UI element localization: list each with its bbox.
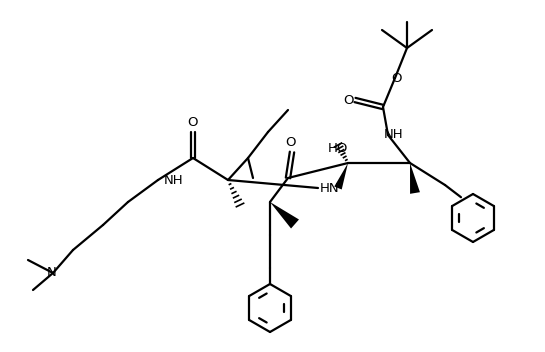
Text: N: N — [47, 266, 57, 279]
Text: O: O — [286, 136, 296, 149]
Polygon shape — [410, 163, 420, 194]
Text: NH: NH — [384, 128, 404, 142]
Text: NH: NH — [164, 174, 184, 187]
Text: O: O — [392, 71, 402, 84]
Polygon shape — [270, 202, 299, 228]
Text: O: O — [187, 115, 197, 128]
Text: HO: HO — [328, 142, 348, 155]
Text: O: O — [343, 94, 353, 107]
Text: HN: HN — [320, 182, 340, 195]
Polygon shape — [334, 163, 348, 189]
